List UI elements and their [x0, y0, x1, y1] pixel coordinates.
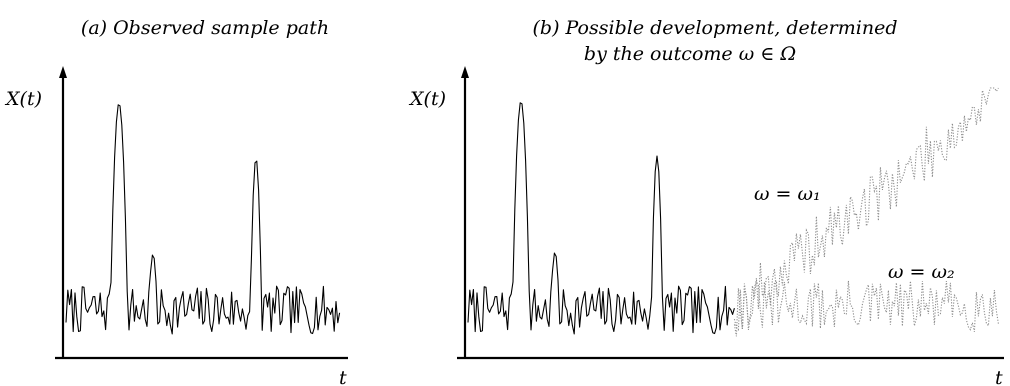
panel-a-caption: (a) Observed sample path [81, 17, 329, 39]
panel-a-y-axis-arrow [59, 66, 67, 78]
panel-b-y-axis-arrow [461, 66, 469, 78]
branch-omega1-path [733, 87, 999, 337]
panel-b-caption-line1: (b) Possible development, determined [533, 17, 898, 39]
panel-b-y-label: X(t) [408, 88, 446, 110]
branch-omega2-path [733, 279, 999, 332]
panel-a: (a) Observed sample path X(t) t [4, 17, 348, 386]
branch-omega2-label: ω = ω₂ [888, 261, 955, 283]
panel-a-x-label: t [339, 367, 347, 386]
panel-a-y-label: X(t) [4, 88, 42, 110]
branch-omega1-label: ω = ω₁ [754, 183, 821, 205]
panel-a-observed-path [65, 104, 341, 335]
panel-b: (b) Possible development, determined by … [408, 17, 1004, 386]
panel-b-caption-line2: by the outcome ω ∈ Ω [584, 43, 796, 65]
panel-b-x-label: t [995, 367, 1003, 386]
panel-b-observed-path [467, 102, 735, 335]
